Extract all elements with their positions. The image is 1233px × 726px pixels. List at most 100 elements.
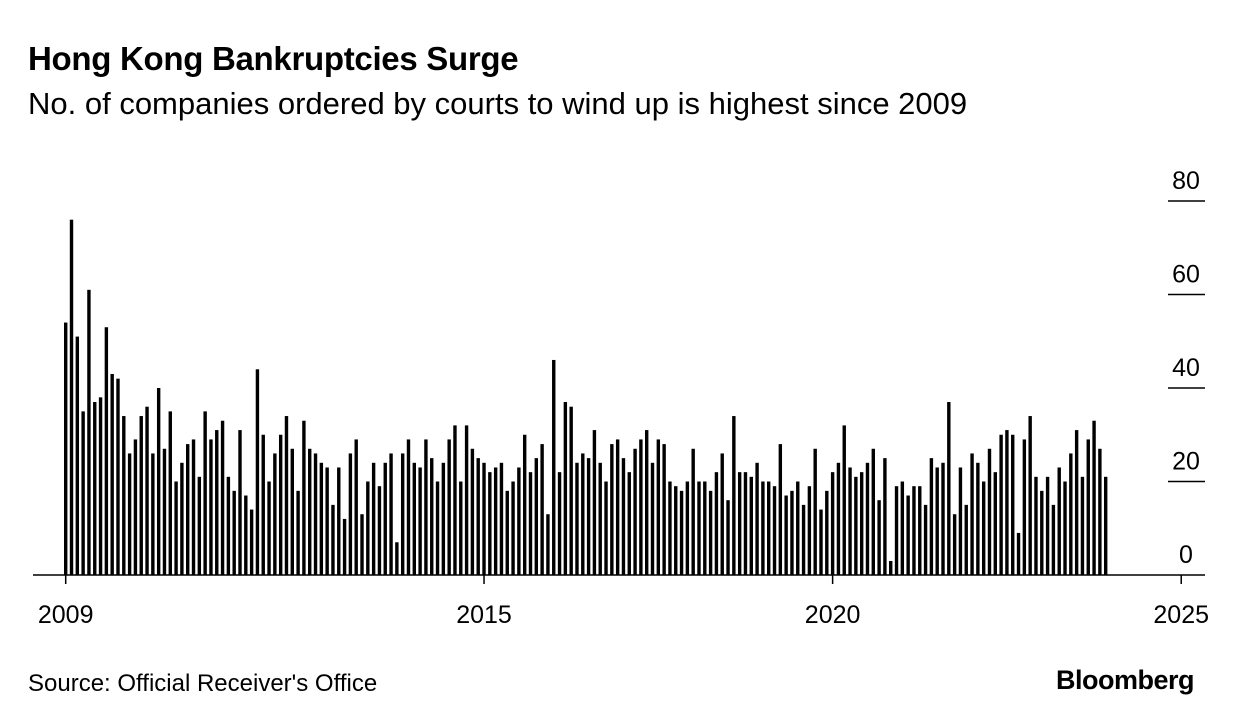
- bar: [1022, 439, 1027, 575]
- bar: [987, 448, 992, 575]
- bar: [354, 439, 358, 575]
- bar: [98, 397, 103, 575]
- bar: [488, 472, 492, 575]
- bar: [836, 462, 841, 575]
- bar: [674, 486, 678, 575]
- bar: [778, 444, 783, 575]
- y-tick-label: 80: [1172, 167, 1200, 195]
- bar: [197, 476, 202, 575]
- bar: [679, 490, 684, 575]
- bar: [1074, 430, 1079, 575]
- bar: [592, 430, 597, 575]
- bar: [1063, 481, 1067, 575]
- bar: [871, 448, 875, 575]
- bar: [563, 402, 568, 575]
- bar: [209, 439, 213, 575]
- bar: [430, 458, 434, 576]
- bar: [499, 462, 504, 575]
- bar: [958, 467, 963, 575]
- bar: [668, 481, 672, 575]
- y-axis-labels: 0 20 40 60 80: [1172, 167, 1200, 569]
- bar: [1057, 467, 1061, 575]
- bar: [947, 402, 951, 575]
- bar: [244, 495, 248, 575]
- y-tick-label: 40: [1172, 354, 1200, 382]
- bar: [284, 416, 289, 575]
- bar: [406, 439, 411, 575]
- bar: [215, 430, 219, 575]
- bar: [569, 406, 573, 575]
- bar: [296, 490, 300, 575]
- x-tick-label: 2015: [456, 601, 512, 629]
- bar: [1098, 448, 1102, 575]
- bar: [737, 472, 742, 575]
- bar: [493, 467, 498, 575]
- bar: [145, 406, 149, 575]
- bar: [900, 481, 905, 575]
- bar: [302, 420, 306, 575]
- bar: [139, 416, 143, 575]
- bar: [308, 448, 312, 575]
- bar: [952, 514, 957, 575]
- bar: [447, 439, 451, 575]
- bar: [238, 430, 242, 575]
- bar: [278, 434, 283, 575]
- bar: [249, 509, 254, 575]
- bar: [540, 444, 544, 575]
- bar: [656, 439, 661, 575]
- bar: [639, 439, 643, 575]
- bar: [93, 402, 97, 575]
- bar: [726, 500, 730, 575]
- bar: [767, 481, 771, 575]
- bar: [604, 481, 608, 575]
- x-tick-label: 2009: [38, 601, 94, 629]
- bar: [186, 444, 190, 575]
- bar: [1092, 420, 1096, 575]
- bar: [191, 439, 196, 575]
- bar: [552, 359, 556, 575]
- bar: [366, 481, 370, 575]
- bar: [133, 439, 138, 575]
- bar: [708, 490, 713, 575]
- bar: [685, 481, 690, 575]
- bar: [168, 411, 172, 576]
- bar: [1086, 439, 1090, 575]
- bar: [964, 504, 968, 576]
- bar: [1045, 476, 1050, 575]
- bar: [941, 462, 945, 575]
- bar: [761, 481, 765, 575]
- bar: [819, 509, 823, 575]
- bar: [650, 462, 655, 575]
- bar: [999, 434, 1003, 575]
- bar: [848, 467, 852, 575]
- bar: [981, 481, 986, 575]
- bar: [825, 490, 829, 575]
- bar: [546, 514, 550, 575]
- bar: [528, 472, 533, 575]
- bar: [453, 425, 457, 575]
- bar: [784, 495, 788, 575]
- bar: [790, 490, 794, 575]
- bar: [470, 448, 475, 575]
- bar: [104, 327, 109, 575]
- bar: [772, 486, 777, 575]
- bar: [854, 476, 858, 575]
- bar: [220, 420, 225, 575]
- bar: [894, 486, 899, 575]
- bar: [859, 472, 864, 575]
- chart-subtitle: No. of companies ordered by courts to wi…: [28, 86, 968, 121]
- bar: [81, 411, 85, 576]
- bar: [697, 481, 701, 575]
- bar: [801, 504, 806, 576]
- bar: [151, 453, 155, 575]
- y-tick-label: 0: [1179, 541, 1193, 569]
- bar: [743, 472, 748, 575]
- bar: [581, 453, 585, 575]
- bar: [371, 462, 376, 575]
- bar: [1028, 416, 1032, 575]
- bar: [1016, 532, 1021, 575]
- bar: [842, 425, 846, 575]
- bar: [621, 458, 626, 576]
- bar: [1069, 453, 1073, 575]
- bar: [342, 518, 347, 575]
